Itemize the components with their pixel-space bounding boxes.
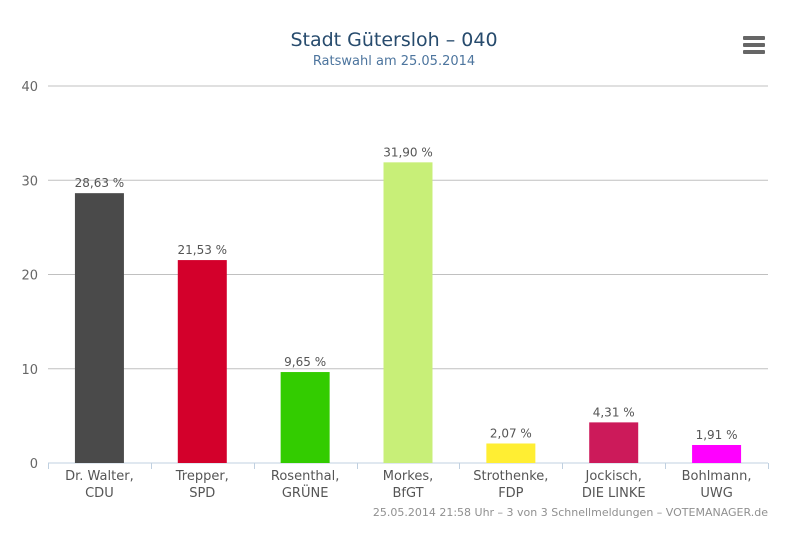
menu-icon[interactable] — [741, 34, 767, 56]
data-label: 4,31 % — [593, 405, 635, 419]
bar — [280, 372, 330, 463]
x-tick-label: Jockisch, — [585, 469, 642, 484]
x-tick-label: Trepper, — [175, 469, 229, 484]
y-tick-label: 30 — [21, 174, 38, 189]
data-label: 9,65 % — [284, 355, 326, 369]
bar — [692, 444, 742, 463]
x-tick-label: UWG — [700, 486, 732, 501]
data-label: 2,07 % — [490, 426, 532, 440]
x-tick-label: BfGT — [392, 486, 423, 501]
x-tick-label: FDP — [498, 486, 523, 501]
menu-icon-bar — [743, 36, 765, 40]
y-tick-label: 20 — [21, 269, 38, 284]
y-tick-label: 40 — [21, 80, 38, 95]
menu-icon-bar — [743, 50, 765, 54]
data-label: 21,53 % — [177, 243, 227, 257]
chart-subtitle: Ratswahl am 25.05.2014 — [312, 54, 476, 69]
data-label: 31,90 % — [383, 145, 433, 159]
x-tick-label: Rosenthal, — [271, 469, 339, 484]
x-tick-label: Morkes, — [383, 469, 433, 484]
data-label: 28,63 % — [75, 176, 125, 190]
chart-title: Stadt Gütersloh – 040 — [290, 29, 498, 51]
bar — [177, 260, 227, 463]
bar — [486, 443, 536, 463]
x-tick-label: GRÜNE — [282, 484, 329, 501]
credits-text[interactable]: 25.05.2014 21:58 Uhr – 3 von 3 Schnellme… — [372, 506, 768, 519]
bar — [589, 422, 639, 463]
x-tick-label: DIE LINKE — [582, 486, 646, 501]
y-tick-label: 0 — [30, 457, 38, 472]
x-tick-label: Dr. Walter, — [65, 469, 134, 484]
x-tick-label: CDU — [85, 486, 114, 501]
x-tick-label: SPD — [189, 486, 215, 501]
x-tick-label: Strothenke, — [473, 469, 548, 484]
menu-icon-bar — [743, 43, 765, 47]
y-tick-label: 10 — [21, 363, 38, 378]
bar — [383, 162, 433, 463]
bar — [74, 193, 124, 464]
data-label: 1,91 % — [696, 428, 738, 442]
x-tick-label: Bohlmann, — [682, 469, 752, 484]
